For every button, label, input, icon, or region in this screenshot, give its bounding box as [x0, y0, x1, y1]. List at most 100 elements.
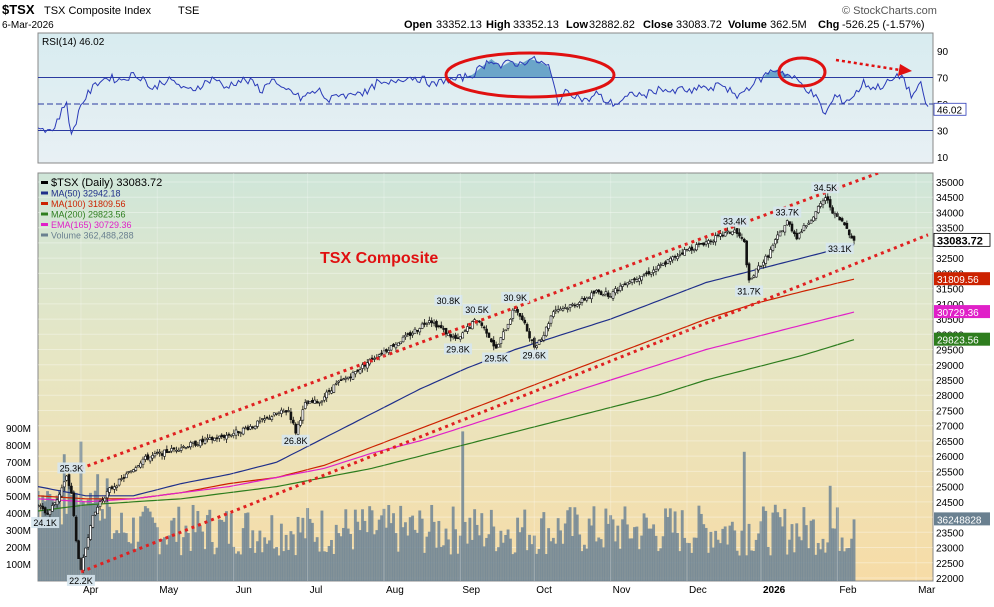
candle-body — [654, 268, 658, 272]
candle-body — [723, 232, 727, 237]
volume-bar — [346, 528, 350, 581]
month-label: Nov — [613, 585, 631, 596]
volume-bar — [65, 513, 69, 581]
candle-body — [805, 225, 808, 228]
volume-bar — [72, 491, 76, 581]
candle-body — [709, 240, 713, 243]
candle-body — [394, 343, 398, 349]
volume-bar — [392, 513, 395, 581]
candle-body — [48, 509, 52, 515]
candle-body — [688, 247, 691, 252]
candle-body — [580, 298, 584, 303]
volume-bar — [67, 479, 71, 581]
candle-body — [826, 196, 830, 201]
candle-body — [721, 234, 725, 237]
candle-body — [98, 501, 102, 507]
candle-body — [671, 256, 674, 261]
candle-body — [103, 497, 107, 502]
volume-bar — [291, 534, 295, 581]
legend-entry: MA(50) 32942.18 — [51, 189, 121, 199]
candle-body — [633, 278, 636, 281]
candle-body — [700, 243, 703, 245]
volume-bar — [730, 521, 734, 581]
candle-body — [494, 344, 498, 349]
ohlc-open-label: Open — [404, 19, 432, 31]
candle-body — [253, 425, 257, 429]
price-label-bg — [463, 304, 492, 316]
volume-bar — [640, 535, 644, 581]
candle-body — [365, 362, 369, 369]
candle-body — [642, 274, 646, 276]
volume-tick-label: 500M — [6, 492, 31, 503]
volume-bar — [606, 523, 610, 581]
candle-body — [459, 336, 462, 340]
volume-bar — [358, 530, 362, 581]
volume-bar — [814, 554, 818, 581]
price-label-bg — [501, 291, 530, 303]
candle-body — [501, 331, 505, 340]
volume-bar — [246, 512, 250, 581]
volume-bar — [210, 542, 214, 581]
candle-body — [170, 448, 173, 452]
candle-body — [122, 477, 126, 479]
volume-bar — [654, 535, 658, 581]
volume-bar — [580, 551, 584, 581]
candle-body — [227, 433, 231, 436]
volume-bar — [516, 517, 520, 581]
candle-body — [797, 233, 801, 239]
volume-bar — [349, 534, 353, 581]
candle-body — [669, 257, 672, 262]
volume-bar — [174, 541, 178, 581]
volume-bar — [203, 549, 207, 581]
candle-body — [463, 330, 467, 333]
volume-bar — [783, 508, 787, 581]
volume-bar — [585, 548, 589, 581]
volume-bar — [373, 534, 376, 581]
volume-bar — [647, 528, 651, 581]
volume-bar — [766, 546, 770, 581]
price-labels: 25.3K 24.1K 22.2K 26.8K 30.8K 29.8K 30.5K 29.5K… — [31, 182, 854, 586]
volume-bar — [797, 536, 801, 581]
candle-body — [344, 377, 348, 380]
candle-body — [389, 345, 393, 351]
volume-bar — [353, 509, 357, 581]
candle-body — [189, 442, 193, 448]
volume-bar — [723, 526, 727, 581]
price-label-text: 33.4K — [723, 217, 747, 227]
candle-body — [566, 308, 570, 310]
price-label: 30.8K — [434, 294, 463, 306]
candle-body — [418, 328, 422, 333]
volume-bars — [38, 431, 856, 581]
candle-body — [86, 537, 90, 548]
candle-body — [182, 446, 185, 448]
volume-bar — [807, 548, 811, 581]
volume-bar — [196, 511, 200, 581]
candle-body — [237, 431, 240, 434]
candle-body — [492, 339, 496, 347]
candle-body — [74, 516, 78, 542]
volume-bar — [38, 520, 42, 581]
candle-body — [77, 540, 80, 559]
candle-body — [461, 332, 465, 339]
candle-body — [836, 213, 839, 217]
volume-bar — [303, 538, 307, 581]
candle-body — [43, 507, 47, 514]
candle-body — [218, 435, 221, 439]
candle-body — [800, 231, 803, 234]
candle-body — [425, 323, 429, 325]
volume-bar — [728, 525, 732, 581]
candle-body — [561, 308, 565, 311]
volume-bar — [81, 500, 85, 581]
legend-swatch — [41, 223, 48, 226]
volume-bar — [227, 543, 231, 581]
volume-bar — [365, 532, 369, 581]
rsi-tick-label: 30 — [937, 127, 949, 138]
volume-bar — [485, 537, 489, 581]
price-tick-label: 30500 — [936, 315, 964, 326]
volume-bar — [835, 507, 839, 581]
candle-body — [363, 364, 367, 367]
candle-body — [187, 446, 190, 448]
volume-bar — [132, 517, 135, 581]
candle-body — [136, 465, 140, 468]
price-tick-label: 31500 — [936, 285, 964, 296]
